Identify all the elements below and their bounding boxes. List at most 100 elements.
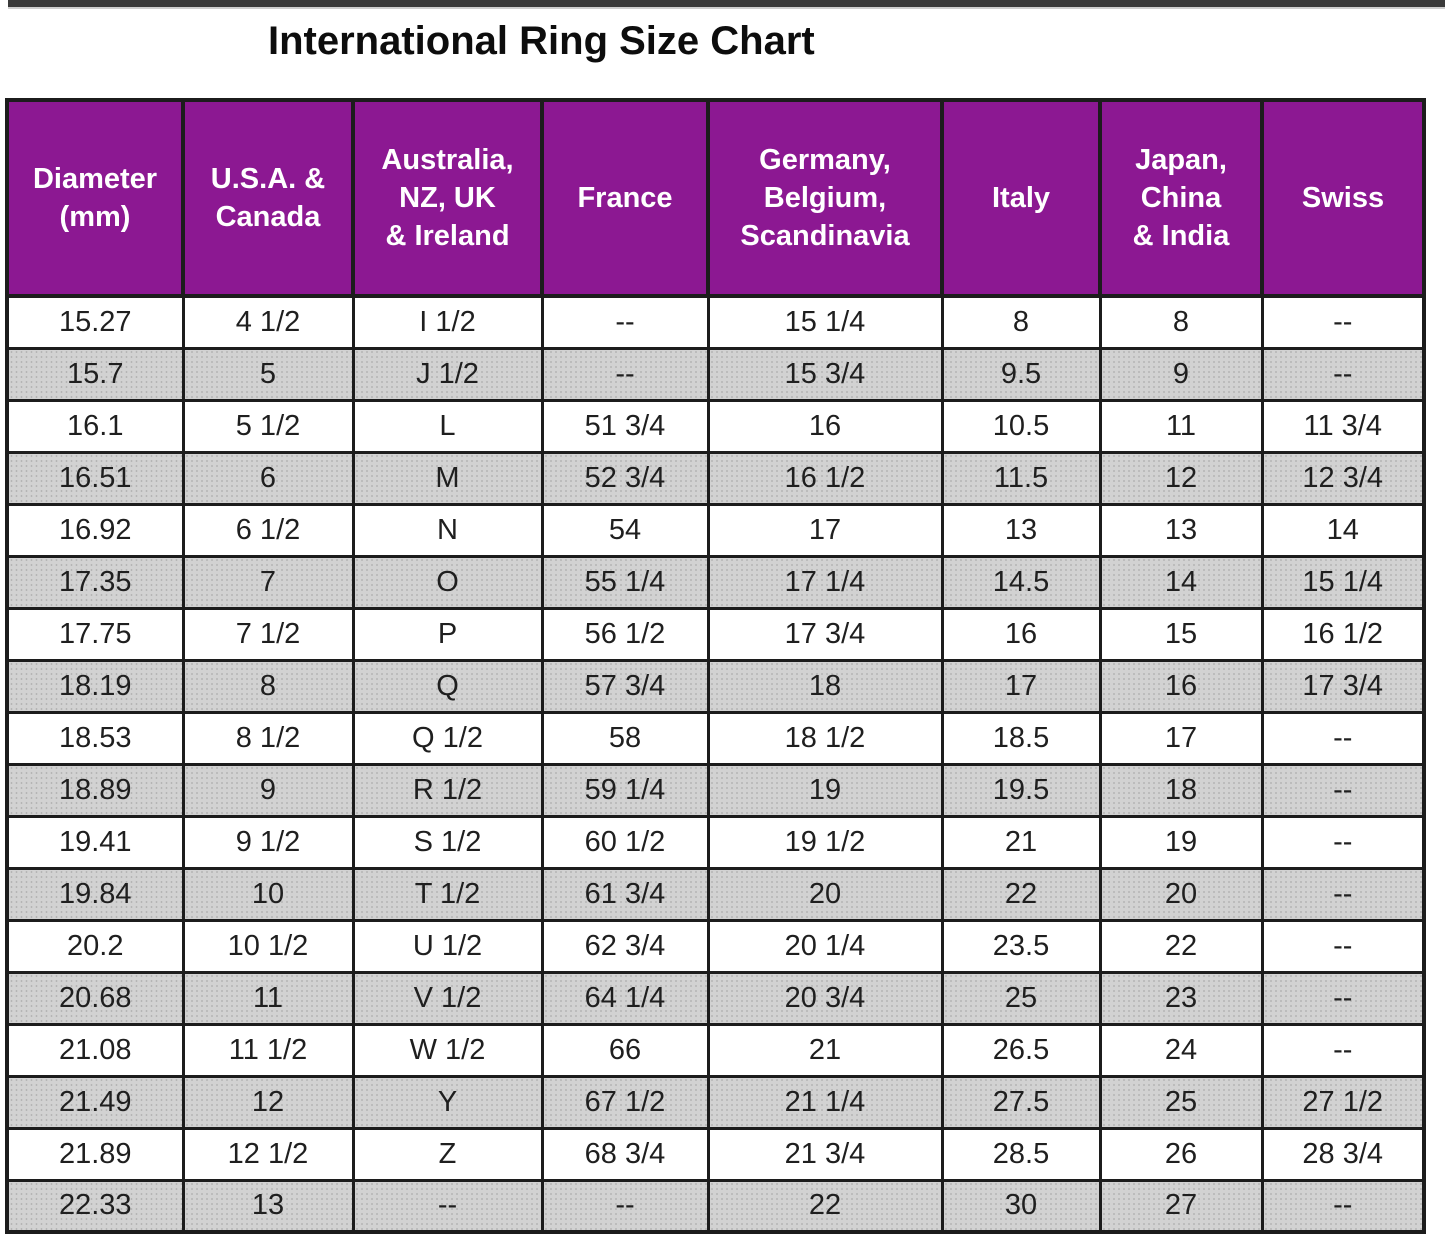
table-cell: 14.5	[940, 554, 1102, 610]
table-cell: --	[1260, 970, 1426, 1026]
table-cell: 64 1/4	[540, 970, 710, 1026]
column-header-italy: Italy	[940, 98, 1102, 298]
table-cell: 8 1/2	[181, 710, 355, 766]
table-cell: 23.5	[940, 918, 1102, 974]
table-cell: 9	[181, 762, 355, 818]
table-row: 19.84 10 T 1/2 61 3/4 20 22 20 --	[5, 866, 1426, 922]
table-cell: 27.5	[940, 1074, 1102, 1130]
table-cell: 16.51	[5, 450, 185, 506]
table-cell: 51 3/4	[540, 398, 710, 454]
table-cell: 52 3/4	[540, 450, 710, 506]
table-cell: 19	[706, 762, 944, 818]
table-cell: 8	[940, 294, 1102, 350]
table-cell: 18.5	[940, 710, 1102, 766]
table-cell: --	[351, 1178, 544, 1234]
ring-size-table: Diameter (mm) U.S.A. & Canada Australia,…	[5, 98, 1426, 1234]
table-row: 15.27 4 1/2 I 1/2 -- 15 1/4 8 8 --	[5, 294, 1426, 350]
table-cell: 20 1/4	[706, 918, 944, 974]
table-cell: 17 3/4	[706, 606, 944, 662]
table-cell: --	[1260, 1178, 1426, 1234]
table-cell: 15 1/4	[1260, 554, 1426, 610]
table-cell: 10 1/2	[181, 918, 355, 974]
table-cell: --	[540, 346, 710, 402]
table-row: 15.7 5 J 1/2 -- 15 3/4 9.5 9 --	[5, 346, 1426, 402]
table-cell: 56 1/2	[540, 606, 710, 662]
table-cell: 21.08	[5, 1022, 185, 1078]
table-cell: 11 3/4	[1260, 398, 1426, 454]
table-cell: 17 1/4	[706, 554, 944, 610]
table-cell: 17.35	[5, 554, 185, 610]
table-cell: 30	[940, 1178, 1102, 1234]
table-cell: 9 1/2	[181, 814, 355, 870]
table-cell: 19.5	[940, 762, 1102, 818]
table-cell: 14	[1260, 502, 1426, 558]
table-cell: 18.53	[5, 710, 185, 766]
table-cell: 19.41	[5, 814, 185, 870]
table-cell: P	[351, 606, 544, 662]
table-cell: 17.75	[5, 606, 185, 662]
table-cell: 23	[1098, 970, 1264, 1026]
table-cell: 13	[181, 1178, 355, 1234]
table-cell: 5 1/2	[181, 398, 355, 454]
table-cell: 16	[1098, 658, 1264, 714]
table-cell: 14	[1098, 554, 1264, 610]
table-cell: 11.5	[940, 450, 1102, 506]
table-cell: 21	[706, 1022, 944, 1078]
table-cell: V 1/2	[351, 970, 544, 1026]
table-row: 16.92 6 1/2 N 54 17 13 13 14	[5, 502, 1426, 558]
table-cell: 54	[540, 502, 710, 558]
table-cell: 21.89	[5, 1126, 185, 1182]
table-cell: --	[1260, 346, 1426, 402]
table-cell: 7	[181, 554, 355, 610]
table-cell: 18	[1098, 762, 1264, 818]
table-cell: 58	[540, 710, 710, 766]
table-cell: 16.92	[5, 502, 185, 558]
table-cell: 10	[181, 866, 355, 922]
table-cell: 7 1/2	[181, 606, 355, 662]
table-cell: 22	[940, 866, 1102, 922]
table-cell: 19.84	[5, 866, 185, 922]
table-cell: 27 1/2	[1260, 1074, 1426, 1130]
table-cell: 8	[181, 658, 355, 714]
table-cell: 20	[706, 866, 944, 922]
table-cell: 62 3/4	[540, 918, 710, 974]
table-row: 18.89 9 R 1/2 59 1/4 19 19.5 18 --	[5, 762, 1426, 818]
table-cell: 18.19	[5, 658, 185, 714]
table-cell: 8	[1098, 294, 1264, 350]
table-cell: 10.5	[940, 398, 1102, 454]
table-cell: 9	[1098, 346, 1264, 402]
column-header-diameter: Diameter (mm)	[5, 98, 185, 298]
table-cell: --	[540, 1178, 710, 1234]
table-cell: T 1/2	[351, 866, 544, 922]
table-row: 16.51 6 M 52 3/4 16 1/2 11.5 12 12 3/4	[5, 450, 1426, 506]
table-cell: --	[1260, 814, 1426, 870]
table-cell: 22	[1098, 918, 1264, 974]
table-cell: 17 3/4	[1260, 658, 1426, 714]
table-row: 18.19 8 Q 57 3/4 18 17 16 17 3/4	[5, 658, 1426, 714]
table-cell: 19	[1098, 814, 1264, 870]
table-row: 18.53 8 1/2 Q 1/2 58 18 1/2 18.5 17 --	[5, 710, 1426, 766]
table-cell: 12 3/4	[1260, 450, 1426, 506]
table-header-row: Diameter (mm) U.S.A. & Canada Australia,…	[5, 98, 1426, 298]
table-cell: 15.7	[5, 346, 185, 402]
column-header-japan-china-india: Japan, China & India	[1098, 98, 1264, 298]
table-cell: 4 1/2	[181, 294, 355, 350]
table-cell: 6	[181, 450, 355, 506]
table-cell: 16 1/2	[706, 450, 944, 506]
table-cell: 20 3/4	[706, 970, 944, 1026]
table-cell: N	[351, 502, 544, 558]
table-cell: 22.33	[5, 1178, 185, 1234]
table-cell: --	[1260, 762, 1426, 818]
table-cell: 17	[1098, 710, 1264, 766]
table-cell: 26.5	[940, 1022, 1102, 1078]
table-row: 16.1 5 1/2 L 51 3/4 16 10.5 11 11 3/4	[5, 398, 1426, 454]
table-cell: Z	[351, 1126, 544, 1182]
top-divider-bar	[8, 0, 1445, 9]
table-cell: 24	[1098, 1022, 1264, 1078]
page-title: International Ring Size Chart	[268, 19, 815, 63]
table-cell: 17	[706, 502, 944, 558]
table-cell: 28 3/4	[1260, 1126, 1426, 1182]
table-cell: 18.89	[5, 762, 185, 818]
table-body: 15.27 4 1/2 I 1/2 -- 15 1/4 8 8 -- 15.7 5 J 1/2 -- 1…	[5, 294, 1426, 1234]
column-header-usa-canada: U.S.A. & Canada	[181, 98, 355, 298]
